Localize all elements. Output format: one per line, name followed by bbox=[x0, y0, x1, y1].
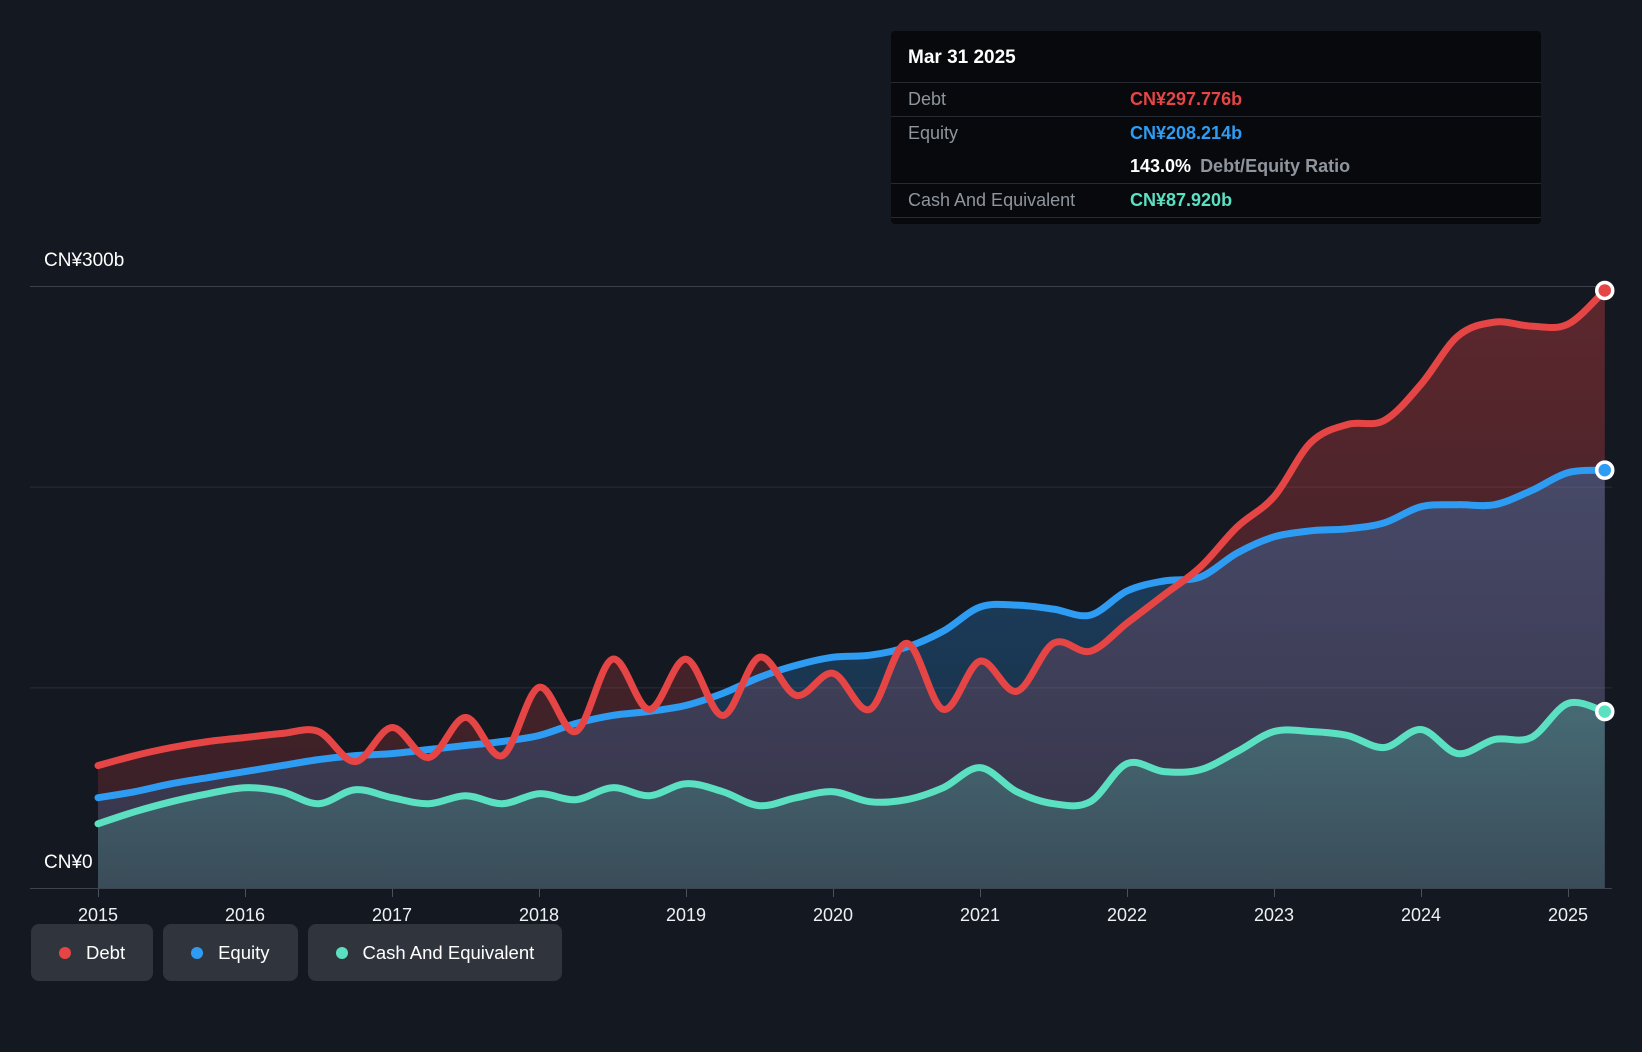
x-axis-label-2017: 2017 bbox=[372, 905, 412, 925]
cash-value: CN¥87.920b bbox=[1130, 190, 1233, 210]
cash-label: Cash And Equivalent bbox=[908, 190, 1076, 210]
equity-dot-icon bbox=[191, 946, 204, 959]
equity-endpoint-marker bbox=[1595, 460, 1615, 480]
tooltip-row-cash: Cash And Equivalent CN¥87.920b bbox=[891, 184, 1541, 218]
debt-label: Debt bbox=[908, 89, 947, 109]
legend-label: Debt bbox=[86, 941, 126, 963]
ratio-label: Debt/Equity Ratio bbox=[1200, 156, 1351, 176]
equity-label: Equity bbox=[908, 123, 959, 143]
x-axis-label-2016: 2016 bbox=[225, 905, 265, 925]
x-axis-label-2021: 2021 bbox=[960, 905, 1000, 925]
cash-and-equivalent-endpoint-marker bbox=[1595, 701, 1615, 722]
tooltip-row-debt: Debt CN¥297.776b bbox=[891, 83, 1541, 117]
cash-and-equivalent-line bbox=[94, 698, 1609, 828]
legend-item-equity[interactable]: Equity bbox=[163, 924, 298, 981]
tooltip-row-equity: Equity CN¥208.214b bbox=[891, 117, 1541, 150]
x-axis-label-2018: 2018 bbox=[519, 905, 559, 925]
debt-value: CN¥297.776b bbox=[1130, 89, 1243, 109]
y-axis-label: CN¥300b bbox=[44, 250, 124, 271]
ratio-value: 143.0% bbox=[1130, 156, 1192, 176]
x-axis-label-2020: 2020 bbox=[813, 905, 853, 925]
x-axis-label-2015: 2015 bbox=[78, 905, 118, 925]
legend-item-cash[interactable]: Cash And Equivalent bbox=[307, 924, 563, 981]
x-axis-label-2024: 2024 bbox=[1401, 905, 1441, 925]
cash-and-equivalent-area bbox=[98, 702, 1605, 888]
debt-line bbox=[94, 287, 1609, 770]
legend-item-debt[interactable]: Debt bbox=[31, 924, 154, 981]
tooltip-row-ratio: 143.0% Debt/Equity Ratio bbox=[891, 150, 1541, 184]
debt-endpoint-marker bbox=[1595, 280, 1615, 301]
chart-legend: Debt Equity Cash And Equivalent bbox=[31, 924, 563, 981]
equity-value: CN¥208.214b bbox=[1130, 123, 1243, 143]
equity-line bbox=[94, 466, 1609, 802]
tooltip-date: Mar 31 2025 bbox=[891, 35, 1541, 83]
debt-dot-icon bbox=[59, 946, 71, 959]
legend-label: Equity bbox=[218, 941, 270, 963]
legend-label: Cash And Equivalent bbox=[362, 941, 535, 963]
cash-dot-icon bbox=[335, 946, 348, 959]
y-axis-label: CN¥0 bbox=[44, 852, 93, 873]
x-axis-label-2025: 2025 bbox=[1548, 905, 1588, 925]
chart-tooltip: Mar 31 2025 Debt CN¥297.776b Equity CN¥2… bbox=[891, 31, 1541, 224]
x-axis-label-2022: 2022 bbox=[1107, 905, 1147, 925]
x-axis-label-2019: 2019 bbox=[666, 905, 706, 925]
x-axis-label-2023: 2023 bbox=[1254, 905, 1294, 925]
